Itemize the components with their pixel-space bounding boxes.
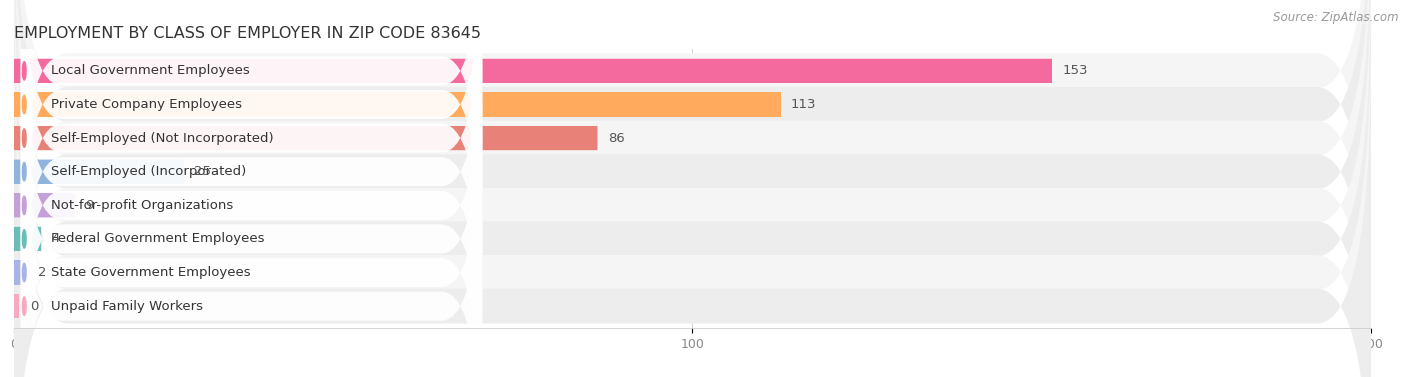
FancyBboxPatch shape: [14, 193, 75, 218]
Text: Self-Employed (Incorporated): Self-Employed (Incorporated): [52, 165, 246, 178]
Text: 113: 113: [790, 98, 817, 111]
Text: Private Company Employees: Private Company Employees: [52, 98, 242, 111]
FancyBboxPatch shape: [14, 59, 1052, 83]
Text: 9: 9: [86, 199, 94, 212]
FancyBboxPatch shape: [14, 55, 1371, 377]
Bar: [14, 227, 41, 251]
Text: Source: ZipAtlas.com: Source: ZipAtlas.com: [1274, 11, 1399, 24]
Circle shape: [22, 62, 27, 80]
FancyBboxPatch shape: [14, 159, 184, 184]
Text: 25: 25: [194, 165, 211, 178]
FancyBboxPatch shape: [21, 52, 482, 377]
Circle shape: [22, 162, 27, 181]
FancyBboxPatch shape: [21, 18, 482, 377]
FancyBboxPatch shape: [21, 0, 482, 359]
FancyBboxPatch shape: [14, 0, 1371, 377]
Circle shape: [22, 297, 27, 315]
FancyBboxPatch shape: [14, 0, 1371, 322]
Circle shape: [22, 95, 27, 114]
Text: Self-Employed (Not Incorporated): Self-Employed (Not Incorporated): [52, 132, 274, 145]
FancyBboxPatch shape: [14, 0, 1371, 377]
Bar: [14, 126, 598, 150]
Text: Local Government Employees: Local Government Employees: [52, 64, 250, 77]
Bar: [14, 59, 1052, 83]
Bar: [14, 261, 28, 285]
Text: Federal Government Employees: Federal Government Employees: [52, 232, 264, 245]
Text: 0: 0: [30, 300, 38, 313]
Text: State Government Employees: State Government Employees: [52, 266, 252, 279]
Text: Not-for-profit Organizations: Not-for-profit Organizations: [52, 199, 233, 212]
FancyBboxPatch shape: [21, 0, 482, 292]
FancyBboxPatch shape: [14, 0, 1371, 377]
Circle shape: [22, 263, 27, 282]
Text: EMPLOYMENT BY CLASS OF EMPLOYER IN ZIP CODE 83645: EMPLOYMENT BY CLASS OF EMPLOYER IN ZIP C…: [14, 26, 481, 41]
Bar: [14, 92, 780, 116]
Circle shape: [22, 230, 27, 248]
FancyBboxPatch shape: [21, 0, 482, 258]
Bar: [14, 193, 75, 218]
FancyBboxPatch shape: [21, 119, 482, 377]
FancyBboxPatch shape: [14, 126, 598, 150]
Text: 153: 153: [1062, 64, 1088, 77]
FancyBboxPatch shape: [14, 92, 780, 116]
FancyBboxPatch shape: [14, 0, 1371, 377]
Bar: [14, 159, 184, 184]
Text: 86: 86: [607, 132, 624, 145]
Text: Unpaid Family Workers: Unpaid Family Workers: [52, 300, 204, 313]
Bar: [14, 294, 20, 318]
FancyBboxPatch shape: [14, 21, 1371, 377]
FancyBboxPatch shape: [14, 0, 1371, 356]
Circle shape: [22, 196, 27, 215]
Circle shape: [22, 129, 27, 147]
Text: 4: 4: [52, 232, 59, 245]
FancyBboxPatch shape: [21, 85, 482, 377]
FancyBboxPatch shape: [21, 0, 482, 325]
Text: 2: 2: [38, 266, 46, 279]
FancyBboxPatch shape: [14, 227, 41, 251]
FancyBboxPatch shape: [14, 261, 28, 285]
